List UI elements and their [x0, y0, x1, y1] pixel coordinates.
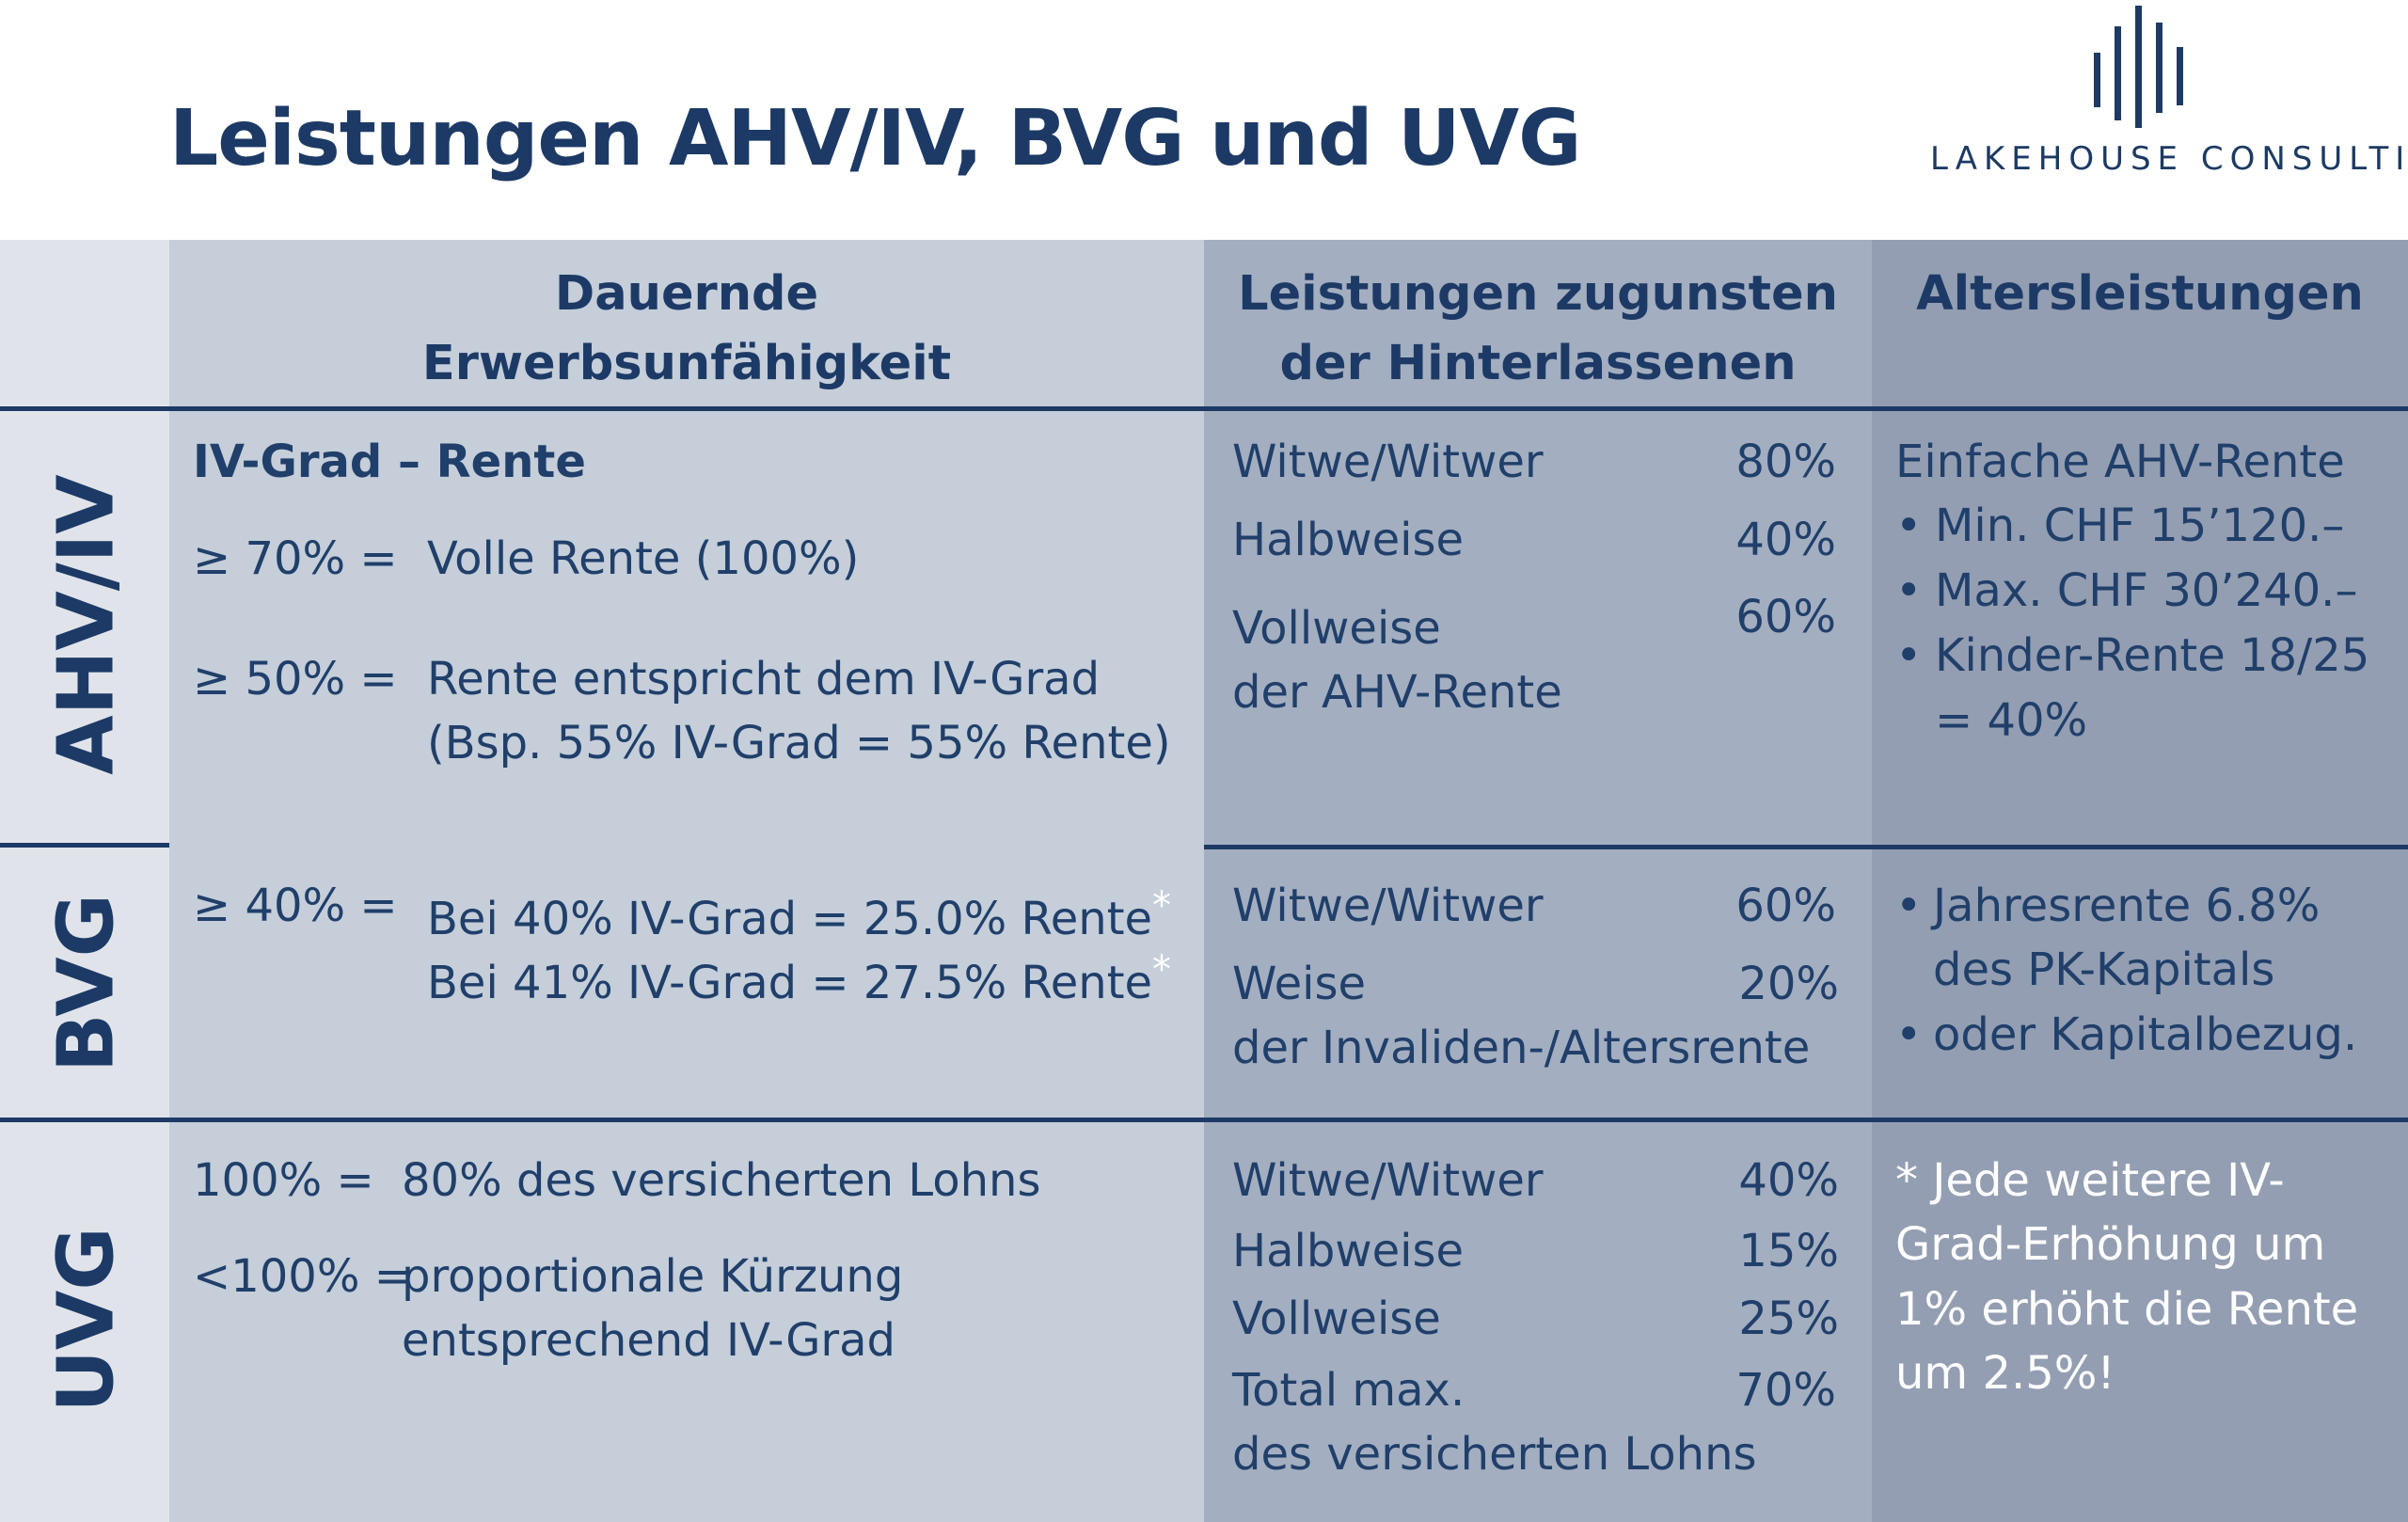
header-survivors: Leistungen zugunsten der Hinterlassenen: [1204, 260, 1872, 399]
ahv-bvg-divider-left: [0, 843, 169, 848]
uvg-col2-l1-pct: 40%: [1738, 1154, 1839, 1207]
ahv-bvg-divider-right: [1204, 845, 2408, 849]
ahv-col2-l4: der AHV-Rente: [1232, 666, 1562, 719]
ahv-col1-l1-val: Volle Rente (100%): [427, 532, 860, 585]
ahv-col2-l2-pct: 40%: [1735, 514, 1836, 566]
uvg-col2-l3-pct: 25%: [1738, 1292, 1839, 1345]
bvg-col3-b1b: des PK-Kapitals: [1933, 943, 2275, 996]
row-label-uvg: UVG: [41, 1227, 132, 1413]
bvg-col3-bullet2: •: [1895, 1008, 1923, 1061]
header-divider: [0, 406, 2408, 411]
uvg-col2-l1: Witwe/Witwer: [1232, 1154, 1544, 1207]
uvg-col2-l2: Halbweise: [1232, 1225, 1464, 1277]
col-disability-bg: [169, 240, 1204, 1522]
col-survivors-bg: [1204, 240, 1872, 1522]
page-title: Leistungen AHV/IV, BVG und UVG: [169, 94, 1581, 183]
bvg-col3-b2: oder Kapitalbezug.: [1933, 1008, 2358, 1061]
ahv-col2-l2: Halbweise: [1232, 514, 1464, 566]
ahv-col3-b1: Min. CHF 15’120.–: [1935, 499, 2345, 552]
bvg-col2-l2-pct: 20%: [1738, 958, 1839, 1010]
ahv-col3-bullet1: •: [1895, 499, 1923, 552]
ahv-col1-l2-val2: (Bsp. 55% IV-Grad = 55% Rente): [427, 717, 1171, 769]
header-retirement: Altersleistungen: [1872, 260, 2408, 329]
footnote-line4: um 2.5%!: [1895, 1347, 2115, 1400]
header-survivors-line2: der Hinterlassenen: [1279, 336, 1797, 391]
uvg-col2-l4-pct: 70%: [1735, 1364, 1836, 1417]
ahv-col3-b3b: = 40%: [1935, 694, 2088, 747]
ahv-col2-l1-pct: 80%: [1735, 436, 1836, 488]
bvg-col1-v1-line: Bei 40% IV-Grad = 25.0% Rente*: [427, 880, 1171, 945]
uvg-col1-l1-key: 100% =: [193, 1154, 374, 1207]
uvg-col1-l1-val: 80% des versicherten Lohns: [402, 1154, 1041, 1207]
col-retirement-bg: [1872, 240, 2408, 1522]
footnote-star: *: [1152, 884, 1172, 927]
footnote-line2: Grad-Erhöhung um: [1895, 1218, 2326, 1271]
footnote-star: *: [1152, 948, 1172, 991]
ahv-col2-l1: Witwe/Witwer: [1232, 436, 1544, 488]
uvg-col1-l2-key: <100% =: [193, 1250, 412, 1303]
ahv-col1-heading: IV-Grad – Rente: [193, 436, 586, 488]
ahv-col3-b2: Max. CHF 30’240.–: [1935, 564, 2358, 617]
ahv-col1-l2-val1: Rente entspricht dem IV-Grad: [427, 653, 1101, 706]
uvg-col2-l2-pct: 15%: [1738, 1225, 1839, 1277]
ahv-col3-b3a: Kinder-Rente 18/25: [1935, 629, 2370, 682]
ahv-col2-l3: Vollweise: [1232, 602, 1441, 655]
header-survivors-line1: Leistungen zugunsten: [1238, 266, 1838, 322]
header-disability-line2: Erwerbsunfähigkeit: [421, 336, 952, 391]
uvg-col2-l4: Total max.: [1232, 1364, 1465, 1417]
bvg-col2-l1-pct: 60%: [1735, 880, 1836, 932]
ahv-col3-bullet3: •: [1895, 629, 1923, 682]
ahv-col1-l2-key: ≥ 50% =: [193, 653, 398, 706]
row-label-column: [0, 240, 169, 1522]
bvg-col1-v2-line: Bei 41% IV-Grad = 27.5% Rente*: [427, 943, 1171, 1009]
uvg-col2-l3: Vollweise: [1232, 1292, 1441, 1345]
bvg-col1-v2: Bei 41% IV-Grad = 27.5% Rente: [427, 957, 1153, 1009]
footnote-line1: * Jede weitere IV-: [1895, 1154, 2285, 1207]
bvg-col1-v1: Bei 40% IV-Grad = 25.0% Rente: [427, 893, 1153, 945]
bvg-col3-b1a: Jahresrente 6.8%: [1933, 880, 2321, 932]
footnote-line3: 1% erhöht die Rente: [1895, 1283, 2359, 1336]
bvg-col2-l3: der Invaliden-/Altersrente: [1232, 1022, 1811, 1074]
header-disability: Dauernde Erwerbsunfähigkeit: [169, 260, 1204, 399]
logo-text: LAKEHOUSE CONSULTING: [1930, 140, 2408, 178]
ahv-col3-bullet2: •: [1895, 564, 1923, 617]
bvg-col1-key: ≥ 40% =: [193, 880, 398, 932]
header-disability-line1: Dauernde: [554, 266, 819, 322]
row-label-bvg: BVG: [41, 894, 132, 1072]
bvg-col2-l2: Weise: [1232, 958, 1367, 1010]
bvg-uvg-divider: [0, 1118, 2408, 1122]
company-logo: LAKEHOUSE CONSULTING: [1930, 6, 2408, 184]
logo-bars-icon: [2094, 6, 2183, 128]
ahv-col2-l3-pct: 60%: [1735, 591, 1836, 643]
uvg-col1-l2-val2: entsprechend IV-Grad: [402, 1314, 896, 1367]
header-retirement-line1: Altersleistungen: [1916, 266, 2364, 322]
row-label-ahv: AHV/IV: [41, 474, 132, 775]
uvg-col1-l2-val1: proportionale Kürzung: [402, 1250, 904, 1303]
ahv-col3-heading: Einfache AHV-Rente: [1895, 436, 2345, 488]
bvg-col3-bullet1: •: [1895, 880, 1923, 932]
bvg-col2-l1: Witwe/Witwer: [1232, 880, 1544, 932]
uvg-col2-l5: des versicherten Lohns: [1232, 1428, 1757, 1481]
ahv-col1-l1-key: ≥ 70% =: [193, 532, 398, 585]
